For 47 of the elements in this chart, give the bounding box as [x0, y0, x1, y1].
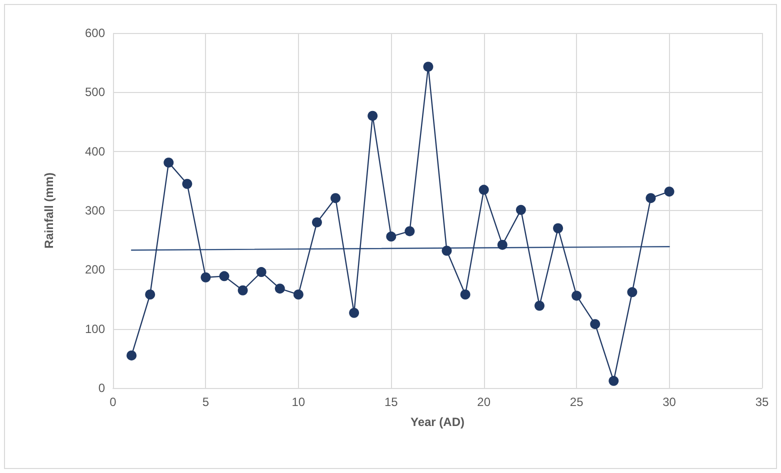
point: [219, 271, 230, 282]
point: [608, 376, 619, 386]
point: [423, 62, 434, 72]
point: [293, 290, 304, 300]
point: [442, 246, 452, 256]
point: [572, 290, 582, 301]
point: [312, 217, 322, 228]
point: [646, 193, 656, 204]
point: [627, 287, 638, 298]
point: [590, 319, 600, 330]
y-tick-label: 400: [84, 144, 106, 158]
x-tick-label: 10: [292, 395, 306, 409]
x-tick-label: 20: [477, 395, 491, 409]
point: [126, 350, 137, 360]
point: [274, 284, 285, 294]
y-tick-label: 300: [84, 204, 106, 218]
point: [256, 267, 266, 278]
x-tick-label: 15: [384, 395, 398, 409]
point: [200, 272, 211, 282]
x-tick-label: 30: [662, 395, 676, 409]
y-tick-label: 0: [98, 381, 106, 395]
point: [664, 186, 674, 197]
point: [534, 300, 544, 311]
point: [516, 204, 526, 215]
point: [460, 290, 470, 300]
point: [478, 184, 489, 195]
x-tick-label: 35: [755, 395, 769, 409]
point: [145, 290, 156, 300]
y-tick-label: 200: [84, 262, 106, 277]
y-axis-title: Rainfall (mm): [42, 172, 56, 249]
point: [497, 240, 508, 250]
point: [386, 232, 396, 242]
point: [368, 110, 378, 121]
point: [553, 223, 564, 234]
point: [182, 178, 192, 189]
point: [238, 285, 248, 296]
y-tick-label: 500: [84, 85, 106, 100]
point: [164, 158, 174, 168]
point: [349, 308, 360, 318]
point: [330, 193, 341, 204]
x-tick-label: 25: [570, 395, 584, 409]
y-tick-label: 600: [84, 26, 106, 40]
y-tick-label: 100: [84, 322, 106, 336]
x-tick-label: 5: [202, 395, 210, 409]
x-tick-label: 0: [110, 395, 117, 409]
x-axis-title: Year (AD): [410, 415, 465, 429]
point: [404, 226, 415, 236]
